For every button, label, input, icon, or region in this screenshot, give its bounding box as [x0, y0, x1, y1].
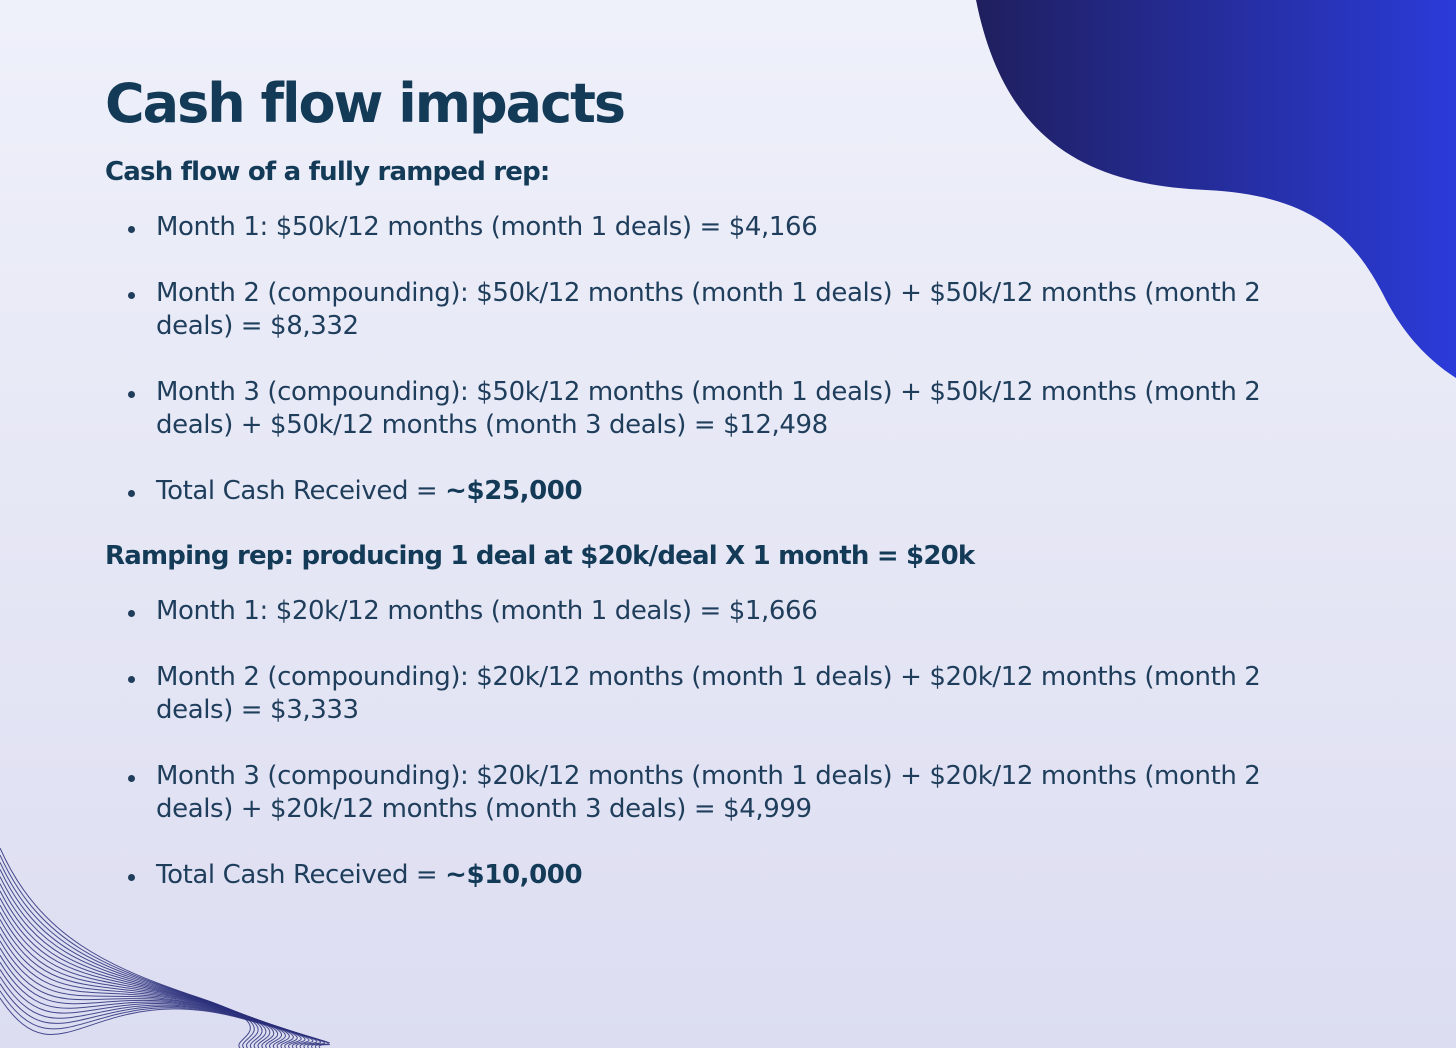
list-item: Month 1: $50k/12 months (month 1 deals) … — [105, 211, 1335, 244]
section-heading-ramped-rep: Cash flow of a fully ramped rep: — [105, 157, 550, 187]
list-item: Month 2 (compounding): $20k/12 months (m… — [105, 661, 1335, 727]
ramped-rep-list: Month 1: $50k/12 months (month 1 deals) … — [105, 211, 1335, 508]
page-title: Cash flow impacts — [105, 72, 626, 135]
list-item: Month 2 (compounding): $50k/12 months (m… — [105, 277, 1335, 343]
total-label: Total Cash Received = — [156, 860, 446, 890]
wave-lines-decoration — [0, 848, 330, 1048]
section-heading-ramping-rep: Ramping rep: producing 1 deal at $20k/de… — [105, 541, 975, 571]
blob-decoration — [976, 0, 1456, 378]
total-item: Total Cash Received = ~$25,000 — [105, 475, 1335, 508]
total-value: ~$25,000 — [445, 476, 583, 506]
list-item: Month 3 (compounding): $20k/12 months (m… — [105, 760, 1335, 826]
ramping-rep-list: Month 1: $20k/12 months (month 1 deals) … — [105, 595, 1335, 892]
list-item: Month 1: $20k/12 months (month 1 deals) … — [105, 595, 1335, 628]
slide: Cash flow impacts Cash flow of a fully r… — [105, 68, 1335, 892]
list-item: Month 3 (compounding): $50k/12 months (m… — [105, 376, 1335, 442]
total-value: ~$10,000 — [445, 860, 583, 890]
total-label: Total Cash Received = — [156, 476, 446, 506]
total-item: Total Cash Received = ~$10,000 — [105, 859, 1335, 892]
